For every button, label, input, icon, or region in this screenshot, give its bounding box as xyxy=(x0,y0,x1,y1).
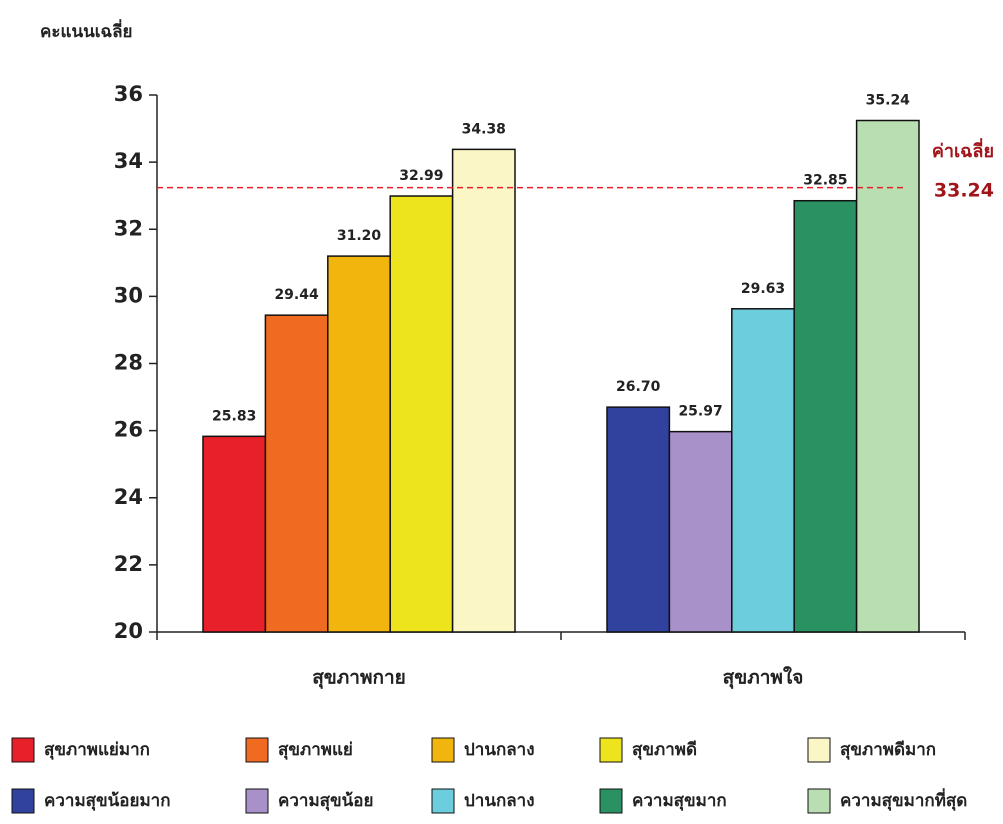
bar xyxy=(855,119,920,633)
value-label: 29.63 xyxy=(741,281,785,297)
legend-label: ความสุขมากที่สุด xyxy=(840,788,967,811)
legend-label: สุขภาพแย่ xyxy=(278,740,353,760)
legend-swatch xyxy=(245,737,269,763)
legend-label: ปานกลาง xyxy=(464,791,535,811)
value-label: 31.20 xyxy=(337,228,382,244)
legend-swatch xyxy=(245,788,269,814)
legend-swatch xyxy=(599,737,623,763)
value-label: 34.38 xyxy=(462,121,506,137)
bar xyxy=(731,308,795,633)
legend-swatch xyxy=(431,788,455,814)
legend-label: ความสุขมาก xyxy=(632,791,727,811)
y-tick-label: 26 xyxy=(114,418,143,442)
y-tick-label: 22 xyxy=(114,552,143,576)
reference-value: 33.24 xyxy=(934,180,994,202)
y-tick-label: 28 xyxy=(114,351,143,375)
legend-label: สุขภาพดี xyxy=(632,739,697,760)
legend-label: ความสุขน้อยมาก xyxy=(44,791,171,811)
value-label: 25.97 xyxy=(678,404,722,420)
legend-label: ปานกลาง xyxy=(464,740,535,760)
y-tick-label: 30 xyxy=(114,283,143,307)
legend-label: สุขภาพดีมาก xyxy=(840,739,936,760)
legend-swatch xyxy=(431,737,455,763)
bar xyxy=(793,199,858,633)
value-label: 29.44 xyxy=(274,287,319,303)
legend-swatch xyxy=(807,737,831,763)
bar xyxy=(606,406,671,633)
legend-swatch xyxy=(11,737,35,763)
y-tick-label: 36 xyxy=(114,82,143,106)
bar xyxy=(451,148,516,633)
legend-swatch xyxy=(11,788,35,814)
bar xyxy=(327,255,391,633)
y-axis-label: คะแนนเฉลี่ย xyxy=(40,19,132,42)
y-tick-label: 24 xyxy=(114,485,143,509)
value-label: 26.70 xyxy=(616,379,661,395)
value-label: 32.85 xyxy=(803,173,847,189)
bar xyxy=(389,195,454,633)
legend-swatch xyxy=(599,788,623,814)
value-label: 32.99 xyxy=(399,168,443,184)
reference-label: ค่าเฉลี่ย xyxy=(932,138,994,162)
legend-swatch xyxy=(807,788,831,814)
bar xyxy=(668,430,733,633)
value-label: 35.24 xyxy=(866,93,911,109)
legend-label: สุขภาพแย่มาก xyxy=(44,740,150,760)
bar xyxy=(264,314,329,633)
y-tick-label: 32 xyxy=(114,216,143,240)
bar xyxy=(202,435,267,633)
x-tick-label: สุขภาพใจ xyxy=(723,666,804,690)
y-tick-label: 34 xyxy=(114,149,143,173)
x-tick-label: สุขภาพกาย xyxy=(312,667,406,690)
y-tick-label: 20 xyxy=(114,619,143,643)
value-label: 25.83 xyxy=(212,408,256,424)
legend-label: ความสุขน้อย xyxy=(278,791,373,811)
